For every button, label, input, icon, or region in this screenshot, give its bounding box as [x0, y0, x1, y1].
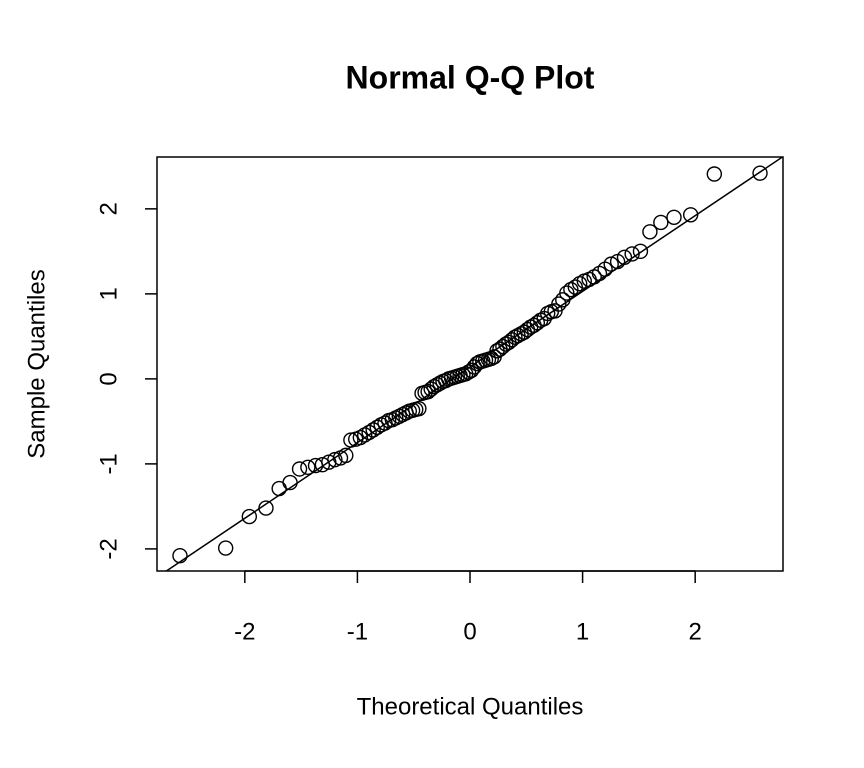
y-tick-label: -1	[95, 453, 122, 474]
point	[241, 508, 258, 525]
point	[653, 214, 669, 231]
reference-line	[165, 157, 783, 571]
point	[172, 547, 188, 564]
point	[603, 256, 619, 272]
point	[271, 480, 287, 497]
x-tick-label: -2	[234, 618, 255, 645]
point	[567, 279, 583, 295]
point	[338, 447, 354, 464]
point	[666, 209, 682, 226]
point	[365, 422, 381, 438]
x-tick-label: 0	[463, 618, 476, 645]
point	[466, 359, 482, 375]
plot-area	[165, 157, 783, 571]
point	[460, 364, 477, 380]
x-tick-label: -1	[347, 618, 368, 645]
point	[642, 224, 658, 240]
point	[632, 243, 649, 260]
point	[624, 246, 640, 262]
point	[343, 432, 359, 448]
point	[361, 424, 377, 441]
point	[411, 400, 427, 417]
point	[483, 350, 499, 367]
point	[258, 500, 274, 516]
point	[327, 451, 343, 468]
x-axis-label: Theoretical Quantiles	[357, 693, 584, 720]
point	[551, 296, 567, 312]
point	[752, 165, 768, 181]
y-tick-label: 2	[95, 202, 122, 215]
point	[300, 459, 316, 475]
x-tick-label: 1	[576, 618, 589, 645]
y-tick-label: 0	[95, 372, 122, 385]
point	[352, 429, 369, 446]
point	[291, 461, 308, 477]
point	[282, 474, 298, 491]
point	[357, 427, 373, 443]
point	[563, 281, 579, 298]
y-tick-label: -2	[95, 538, 122, 559]
point	[369, 419, 385, 436]
x-tick-label: 2	[689, 618, 702, 645]
point	[616, 249, 633, 266]
chart-title: Normal Q-Q Plot	[346, 59, 595, 95]
point	[682, 207, 699, 223]
y-tick-label: 1	[95, 287, 122, 300]
point	[559, 285, 575, 301]
y-axis-label: Sample Quantiles	[23, 269, 50, 458]
point	[591, 265, 608, 282]
point	[217, 540, 234, 556]
point	[706, 166, 723, 182]
